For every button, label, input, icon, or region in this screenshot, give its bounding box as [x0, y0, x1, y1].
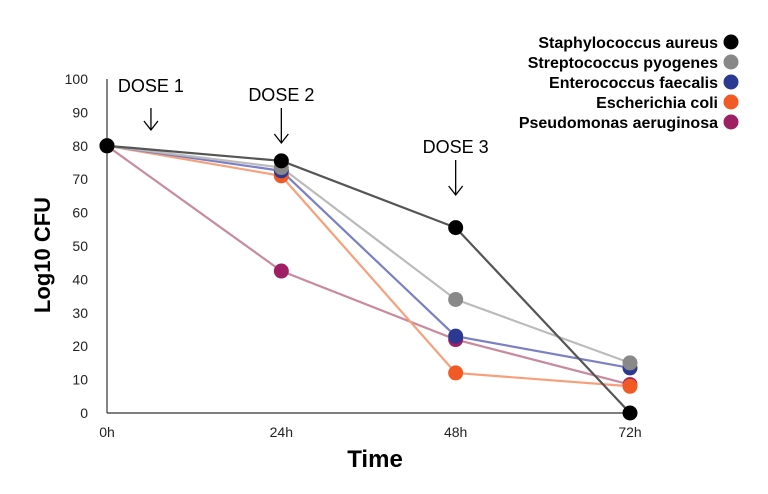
arrowhead-icon: [273, 133, 289, 145]
dose-label: DOSE 1: [118, 76, 184, 96]
y-tick-labels: 0 10 20 30 40 50 60 70 80 90 100: [65, 71, 89, 421]
legend-marker: [723, 54, 739, 70]
x-tick-labels: 0h 24h 48h 72h: [99, 424, 641, 440]
series-line: [106, 144, 631, 364]
legend-marker: [723, 74, 739, 90]
series-line: [106, 144, 631, 414]
dose-annotations: DOSE 1 DOSE 2 DOSE 3: [118, 76, 489, 197]
data-point: [448, 328, 464, 344]
arrowhead-icon: [448, 185, 464, 197]
y-tick-label: 80: [72, 138, 88, 154]
legend-marker: [723, 114, 739, 130]
dose-label: DOSE 3: [423, 137, 489, 157]
y-tick-label: 90: [72, 104, 88, 120]
x-tick-label: 72h: [618, 424, 641, 440]
y-axis-title: Log10 CFU: [30, 197, 55, 313]
y-tick-label: 70: [72, 171, 88, 187]
y-tick-label: 60: [72, 205, 88, 221]
y-tick-label: 30: [72, 305, 88, 321]
x-axis-title: Time: [347, 446, 403, 473]
y-tick-label: 50: [72, 238, 88, 254]
legend-label: Staphylococcus aureus: [538, 35, 718, 52]
data-point: [448, 291, 464, 307]
data-point: [273, 153, 289, 169]
legend-label: Escherichia coli: [596, 95, 718, 112]
data-point: [273, 263, 289, 279]
y-tick-label: 0: [80, 405, 88, 421]
data-point: [448, 220, 464, 236]
data-point: [99, 138, 115, 154]
axes: [106, 79, 630, 414]
legend-marker: [723, 34, 739, 50]
legend: Staphylococcus aureus Streptococcus pyoge…: [519, 34, 739, 132]
series-line: [106, 144, 631, 388]
arrowhead-icon: [143, 120, 159, 132]
series-markers: [99, 138, 638, 421]
legend-label: Pseudomonas aeruginosa: [519, 115, 718, 132]
legend-label: Enterococcus faecalis: [549, 75, 718, 92]
y-tick-label: 40: [72, 271, 88, 287]
y-tick-label: 10: [72, 372, 88, 388]
y-tick-label: 20: [72, 338, 88, 354]
data-point: [448, 365, 464, 381]
series-line: [106, 144, 631, 369]
y-tick-label: 100: [65, 71, 89, 87]
x-tick-label: 0h: [99, 424, 115, 440]
series-lines: [106, 144, 631, 414]
data-point: [622, 355, 638, 371]
x-tick-label: 24h: [270, 424, 293, 440]
data-point: [622, 405, 638, 421]
series-line: [106, 144, 631, 386]
x-tick-label: 48h: [444, 424, 467, 440]
data-point: [622, 378, 638, 394]
legend-label: Streptococcus pyogenes: [528, 55, 718, 72]
legend-marker: [723, 94, 739, 110]
dose-label: DOSE 2: [248, 85, 314, 105]
